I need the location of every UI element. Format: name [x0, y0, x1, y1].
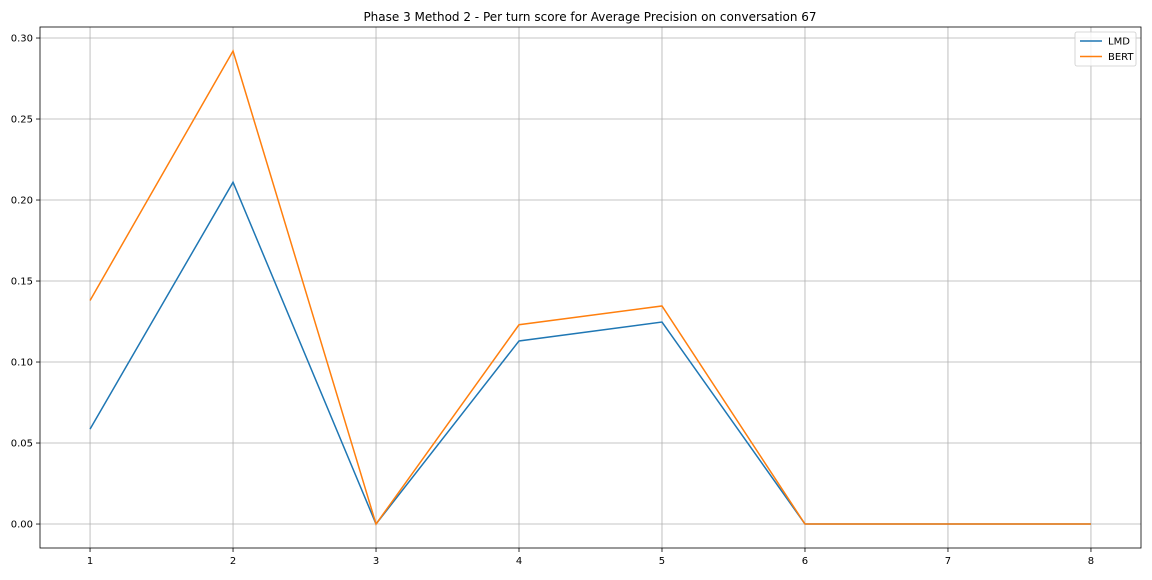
axes: 1 2 3 4 5 6 7 8 0.00 0.05 0.10 0.15 0.20 0.25 0.30: [11, 26, 1142, 567]
y-tick-label: 0.20: [11, 196, 33, 207]
chart-title: Phase 3 Method 2 - Per turn score for Av…: [363, 10, 816, 24]
y-tick-label: 0.10: [11, 358, 33, 369]
y-tick-label: 0.00: [11, 520, 33, 531]
plot-frame: [39, 26, 1142, 549]
series-lines: [89, 49, 1091, 526]
series-line-lmd: [89, 180, 1091, 526]
x-tick-label: 8: [1088, 556, 1094, 567]
x-tick-label: 7: [945, 556, 951, 567]
x-tick-label: 4: [516, 556, 522, 567]
legend-label: LMD: [1108, 37, 1130, 48]
series-line-bert: [89, 49, 1091, 526]
legend-label: BERT: [1108, 52, 1134, 63]
grid: [40, 27, 1141, 548]
y-tick-label: 0.15: [11, 277, 33, 288]
x-tick-label: 1: [87, 556, 93, 567]
y-tick-label: 0.25: [11, 115, 33, 126]
x-tick-label: 6: [802, 556, 808, 567]
legend: LMD BERT: [1074, 31, 1137, 67]
x-tick-label: 3: [373, 556, 379, 567]
x-tick-label: 2: [230, 556, 236, 567]
y-tick-label: 0.30: [11, 34, 33, 45]
y-tick-label: 0.05: [11, 439, 33, 450]
x-tick-label: 5: [659, 556, 665, 567]
